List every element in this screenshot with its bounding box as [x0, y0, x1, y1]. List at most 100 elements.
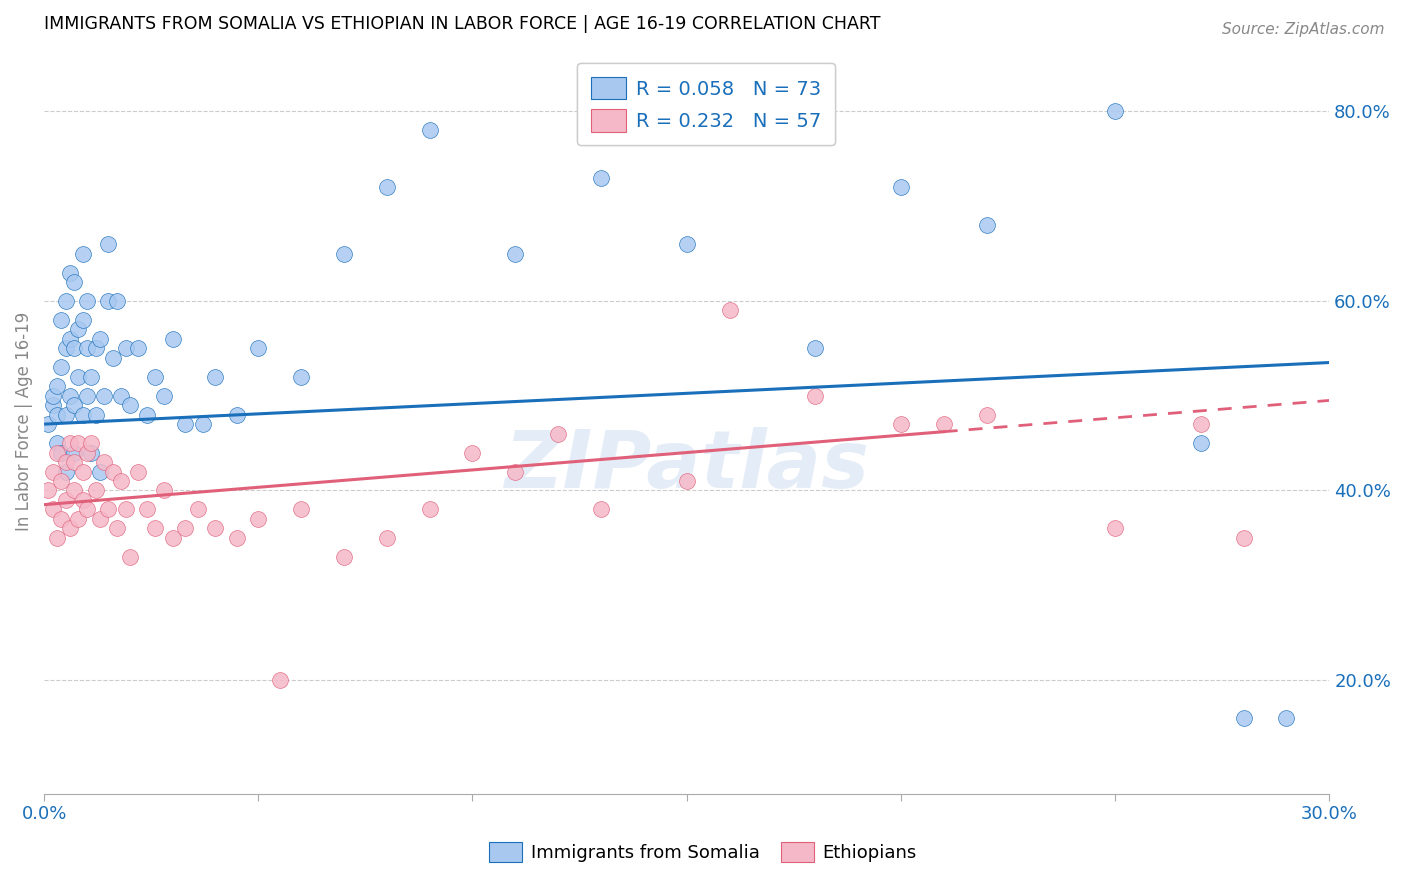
Point	[55, 465, 77, 479]
Point	[1232, 711, 1254, 725]
Point	[127, 341, 149, 355]
Point	[67, 436, 90, 450]
Point	[1189, 417, 1212, 431]
Point	[247, 512, 270, 526]
Point	[110, 474, 132, 488]
Point	[118, 549, 141, 564]
Point	[204, 521, 226, 535]
Point	[153, 483, 176, 498]
Point	[59, 389, 82, 403]
Point	[59, 266, 82, 280]
Point	[97, 237, 120, 252]
Point	[162, 531, 184, 545]
Point	[55, 408, 77, 422]
Point	[162, 332, 184, 346]
Point	[101, 351, 124, 365]
Point	[80, 369, 103, 384]
Point	[51, 474, 73, 488]
Point	[80, 445, 103, 459]
Legend: R = 0.058   N = 73, R = 0.232   N = 57: R = 0.058 N = 73, R = 0.232 N = 57	[578, 63, 835, 145]
Point	[145, 369, 167, 384]
Point	[247, 341, 270, 355]
Point	[72, 465, 94, 479]
Point	[675, 237, 697, 252]
Point	[333, 549, 356, 564]
Point	[76, 341, 98, 355]
Point	[55, 293, 77, 308]
Point	[59, 436, 82, 450]
Point	[1232, 531, 1254, 545]
Point	[51, 313, 73, 327]
Point	[37, 417, 59, 431]
Point	[375, 531, 398, 545]
Point	[67, 369, 90, 384]
Point	[135, 502, 157, 516]
Point	[59, 521, 82, 535]
Point	[97, 502, 120, 516]
Point	[1189, 436, 1212, 450]
Point	[93, 455, 115, 469]
Point	[63, 455, 86, 469]
Point	[76, 502, 98, 516]
Point	[127, 465, 149, 479]
Point	[976, 218, 998, 232]
Point	[505, 465, 527, 479]
Point	[187, 502, 209, 516]
Point	[191, 417, 214, 431]
Text: ZIPatlas: ZIPatlas	[505, 427, 869, 506]
Point	[461, 445, 484, 459]
Point	[675, 474, 697, 488]
Point	[63, 445, 86, 459]
Point	[105, 521, 128, 535]
Point	[225, 531, 247, 545]
Point	[46, 531, 69, 545]
Point	[63, 398, 86, 412]
Point	[89, 465, 111, 479]
Point	[547, 426, 569, 441]
Point	[290, 502, 312, 516]
Text: IMMIGRANTS FROM SOMALIA VS ETHIOPIAN IN LABOR FORCE | AGE 16-19 CORRELATION CHAR: IMMIGRANTS FROM SOMALIA VS ETHIOPIAN IN …	[44, 15, 880, 33]
Point	[46, 408, 69, 422]
Point	[589, 502, 612, 516]
Point	[84, 341, 107, 355]
Point	[89, 332, 111, 346]
Point	[89, 512, 111, 526]
Point	[67, 512, 90, 526]
Point	[63, 275, 86, 289]
Point	[333, 246, 356, 260]
Text: Source: ZipAtlas.com: Source: ZipAtlas.com	[1222, 22, 1385, 37]
Point	[375, 180, 398, 194]
Point	[97, 293, 120, 308]
Point	[204, 369, 226, 384]
Point	[505, 246, 527, 260]
Point	[174, 417, 197, 431]
Point	[46, 379, 69, 393]
Point	[55, 492, 77, 507]
Point	[105, 293, 128, 308]
Point	[55, 455, 77, 469]
Point	[269, 673, 291, 687]
Point	[76, 293, 98, 308]
Point	[51, 360, 73, 375]
Point	[46, 445, 69, 459]
Point	[804, 389, 827, 403]
Point	[804, 341, 827, 355]
Point	[101, 465, 124, 479]
Point	[46, 436, 69, 450]
Point	[1104, 104, 1126, 119]
Point	[118, 398, 141, 412]
Point	[41, 398, 63, 412]
Y-axis label: In Labor Force | Age 16-19: In Labor Force | Age 16-19	[15, 312, 32, 532]
Point	[72, 408, 94, 422]
Point	[890, 180, 912, 194]
Point	[718, 303, 741, 318]
Point	[84, 408, 107, 422]
Point	[135, 408, 157, 422]
Point	[1104, 521, 1126, 535]
Point	[1275, 711, 1298, 725]
Point	[55, 341, 77, 355]
Point	[84, 483, 107, 498]
Point	[67, 322, 90, 336]
Point	[890, 417, 912, 431]
Point	[225, 408, 247, 422]
